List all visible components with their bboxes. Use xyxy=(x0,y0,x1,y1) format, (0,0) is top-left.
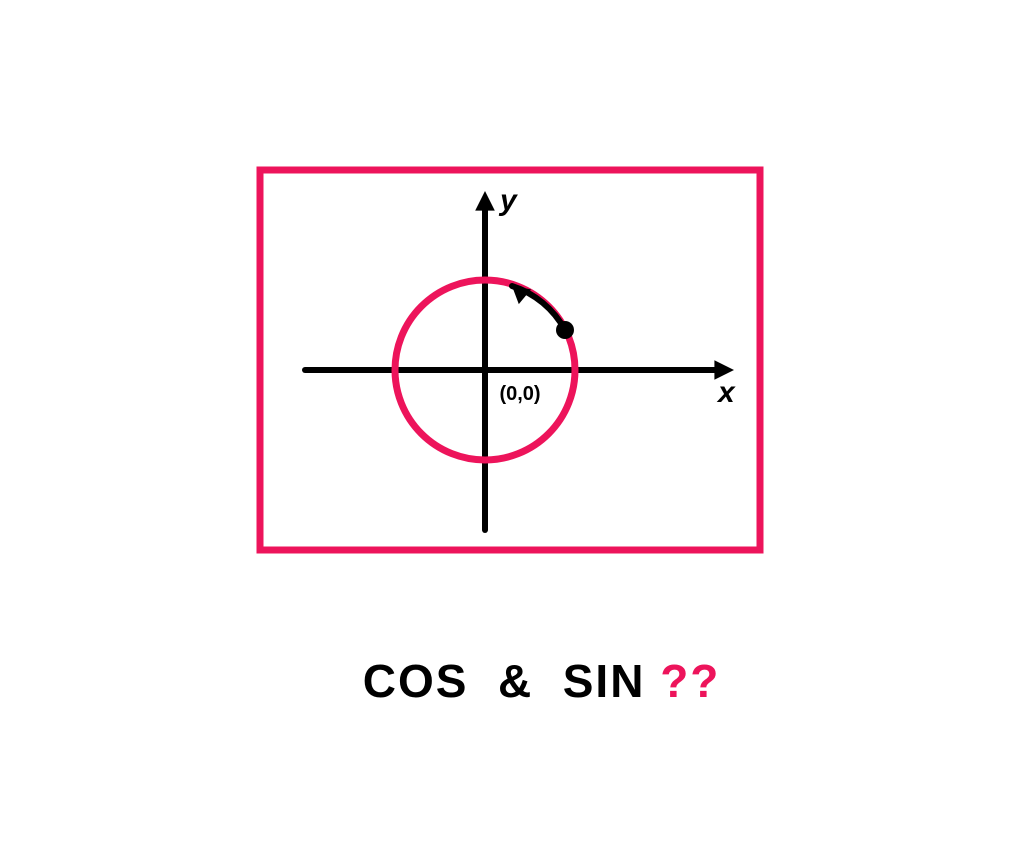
x-axis-label: x xyxy=(716,376,736,409)
origin-label: (0,0) xyxy=(499,383,540,405)
diagram-frame xyxy=(260,170,760,550)
moving-point xyxy=(556,321,574,339)
caption-text: COS & SIN xyxy=(363,655,660,707)
y-axis-arrowhead xyxy=(475,191,495,211)
caption-question-marks: ?? xyxy=(660,655,720,707)
y-axis-label: y xyxy=(498,184,518,217)
caption: COS & SIN ?? xyxy=(0,600,1024,762)
